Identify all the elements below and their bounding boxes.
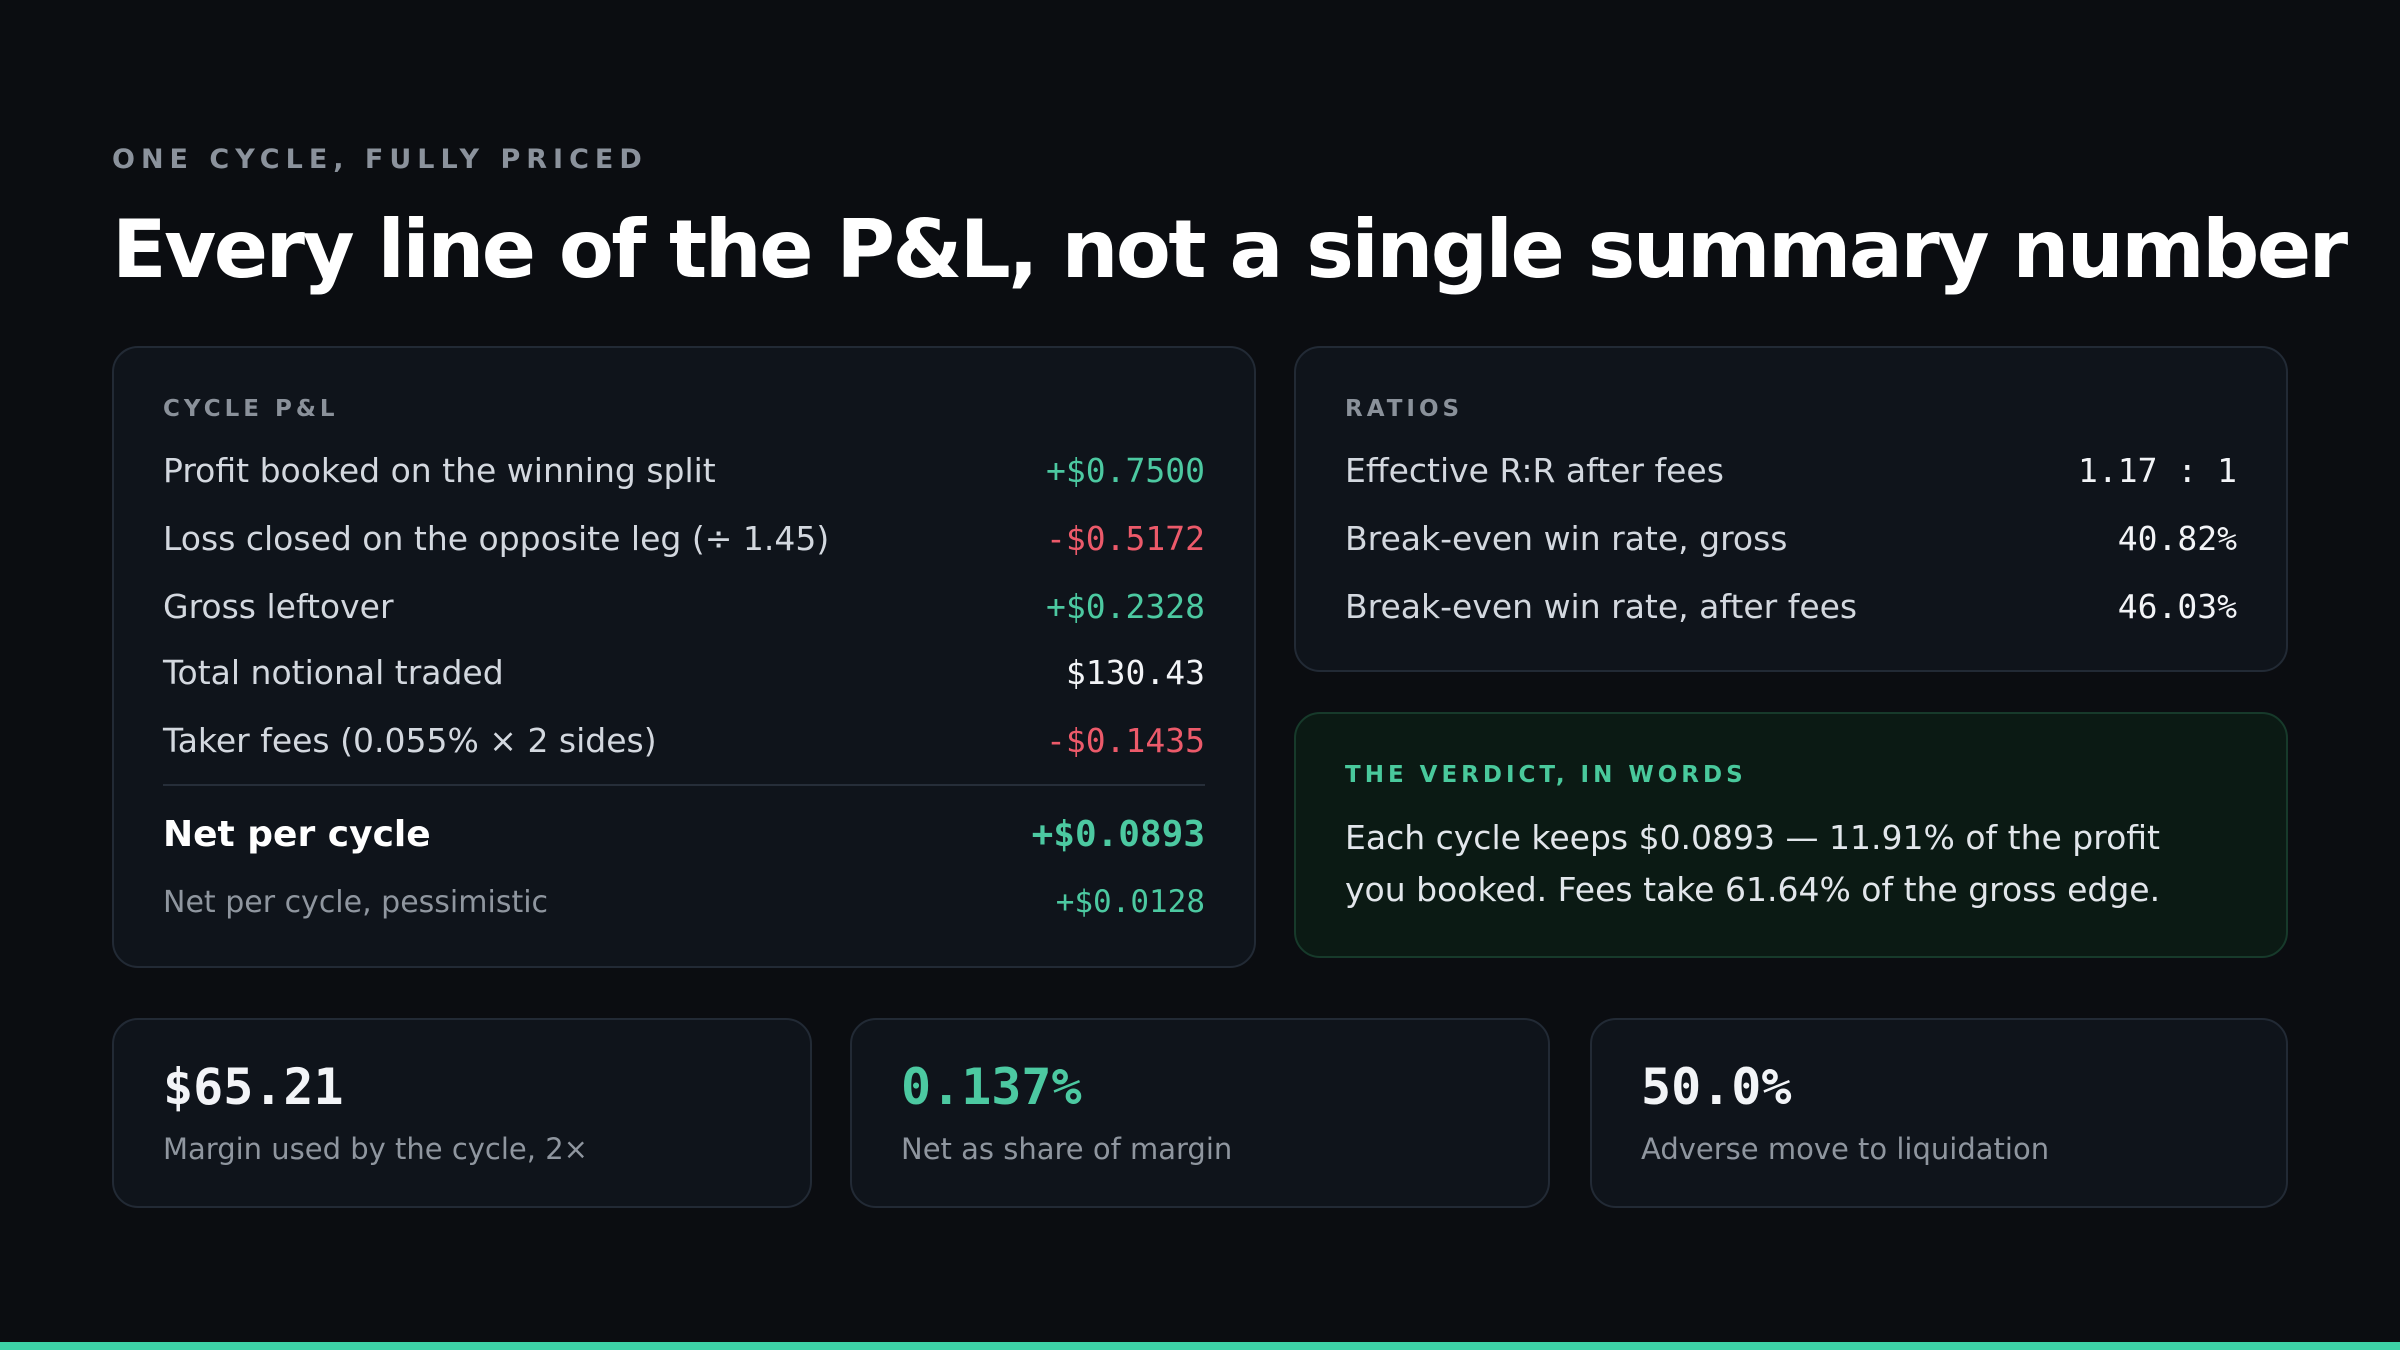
ratio-row-breakeven-fees: Break-even win rate, after fees 46.03% [1345, 582, 2237, 630]
pnl-row-label: Total notional traded [163, 652, 504, 692]
pnl-row-gross: Gross leftover +$0.2328 [163, 582, 1205, 630]
eyebrow-label: ONE CYCLE, FULLY PRICED [112, 144, 648, 175]
pnl-row-value: +$0.7500 [1046, 450, 1205, 490]
divider [163, 784, 1205, 786]
page-title: Every line of the P&L, not a single summ… [112, 203, 2348, 296]
ratios-card: RATIOS Effective R:R after fees 1.17 : 1… [1294, 346, 2288, 672]
stat-value: 0.137% [901, 1058, 1082, 1116]
pnl-row-value: $130.43 [1065, 652, 1205, 692]
net-value: +$0.0893 [1031, 813, 1205, 855]
pnl-row-label: Loss closed on the opposite leg (÷ 1.45) [163, 518, 830, 558]
pnl-row-value: -$0.5172 [1046, 518, 1205, 558]
pnl-row-value: -$0.1435 [1046, 720, 1205, 760]
ratio-label: Break-even win rate, after fees [1345, 586, 1858, 626]
ratio-value: 40.82% [2117, 518, 2237, 558]
net-label: Net per cycle [163, 813, 431, 855]
pnl-row-loss: Loss closed on the opposite leg (÷ 1.45)… [163, 514, 1205, 562]
ratio-value: 46.03% [2117, 586, 2237, 626]
net-per-cycle-row: Net per cycle +$0.0893 [163, 810, 1205, 858]
pnl-row-value: +$0.2328 [1046, 586, 1205, 626]
pnl-row-notional: Total notional traded $130.43 [163, 648, 1205, 696]
ratio-row-breakeven-gross: Break-even win rate, gross 40.82% [1345, 514, 2237, 562]
pnl-row-label: Taker fees (0.055% × 2 sides) [163, 720, 657, 760]
ratio-label: Effective R:R after fees [1345, 450, 1724, 490]
stat-value: $65.21 [163, 1058, 344, 1116]
stat-caption: Adverse move to liquidation [1641, 1132, 2050, 1166]
stat-caption: Margin used by the cycle, 2× [163, 1132, 588, 1166]
ratios-label: RATIOS [1345, 396, 1464, 422]
stat-caption: Net as share of margin [901, 1132, 1233, 1166]
cycle-pnl-card: CYCLE P&L Profit booked on the winning s… [112, 346, 1256, 968]
stat-value: 50.0% [1641, 1058, 1792, 1116]
ratio-value: 1.17 : 1 [2078, 450, 2237, 490]
pnl-row-fees: Taker fees (0.055% × 2 sides) -$0.1435 [163, 716, 1205, 764]
stat-tile-net-share: 0.137% Net as share of margin [850, 1018, 1550, 1208]
pnl-row-profit: Profit booked on the winning split +$0.7… [163, 446, 1205, 494]
pessimistic-value: +$0.0128 [1055, 884, 1205, 920]
verdict-label: THE VERDICT, IN WORDS [1345, 762, 1747, 788]
stat-tile-liquidation: 50.0% Adverse move to liquidation [1590, 1018, 2288, 1208]
cycle-pnl-label: CYCLE P&L [163, 396, 339, 422]
stat-tile-margin: $65.21 Margin used by the cycle, 2× [112, 1018, 812, 1208]
pnl-row-label: Gross leftover [163, 586, 394, 626]
pessimistic-label: Net per cycle, pessimistic [163, 884, 549, 920]
accent-bar [0, 1342, 2400, 1350]
ratio-label: Break-even win rate, gross [1345, 518, 1788, 558]
net-pessimistic-row: Net per cycle, pessimistic +$0.0128 [163, 878, 1205, 926]
verdict-text: Each cycle keeps $0.0893 — 11.91% of the… [1345, 818, 2161, 909]
verdict-card: THE VERDICT, IN WORDS Each cycle keeps $… [1294, 712, 2288, 958]
ratio-row-rr: Effective R:R after fees 1.17 : 1 [1345, 446, 2237, 494]
pnl-row-label: Profit booked on the winning split [163, 450, 716, 490]
